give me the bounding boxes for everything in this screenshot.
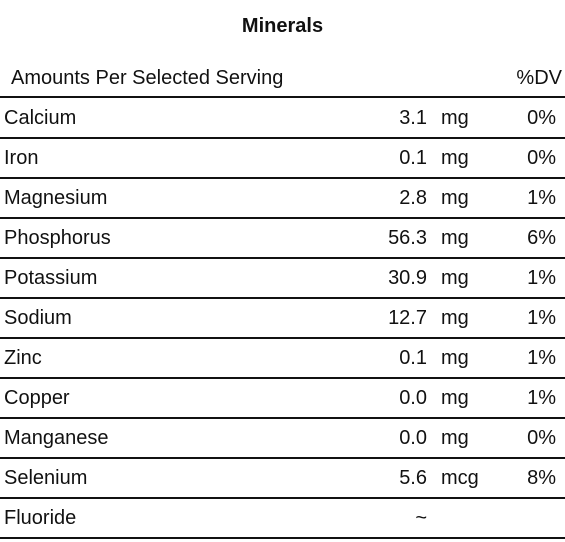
nutrient-dv: 8% bbox=[527, 467, 556, 489]
nutrient-name: Manganese bbox=[4, 427, 109, 449]
table-row: Selenium 5.6 mcg 8% bbox=[0, 459, 565, 499]
table-row: Sodium 12.7 mg 1% bbox=[0, 299, 565, 339]
nutrient-name: Fluoride bbox=[4, 507, 77, 529]
nutrient-unit: mg bbox=[441, 307, 469, 329]
table-row: Copper 0.0 mg 1% bbox=[0, 379, 565, 419]
nutrient-unit: mcg bbox=[441, 467, 479, 489]
nutrient-unit: mg bbox=[441, 347, 469, 369]
nutrient-name: Magnesium bbox=[4, 187, 108, 209]
section-title: Minerals bbox=[241, 15, 324, 37]
nutrient-dv: 1% bbox=[527, 347, 556, 369]
table-row: Manganese 0.0 mg 0% bbox=[0, 419, 565, 459]
nutrient-dv: 0% bbox=[527, 427, 556, 449]
table-row: Potassium 30.9 mg 1% bbox=[0, 259, 565, 299]
nutrient-name: Iron bbox=[4, 147, 39, 169]
nutrient-unit: mg bbox=[441, 227, 469, 249]
nutrient-amount: 3.1 bbox=[399, 107, 427, 129]
nutrient-dv: 0% bbox=[527, 147, 556, 169]
nutrient-amount: 0.0 bbox=[399, 427, 427, 449]
nutrient-unit: mg bbox=[441, 107, 469, 129]
nutrient-name: Calcium bbox=[4, 107, 77, 129]
nutrient-name: Copper bbox=[4, 387, 70, 409]
nutrient-amount: 0.0 bbox=[399, 387, 427, 409]
table-row: Zinc 0.1 mg 1% bbox=[0, 339, 565, 379]
table-row: Magnesium 2.8 mg 1% bbox=[0, 179, 565, 219]
nutrient-amount: 0.1 bbox=[399, 147, 427, 169]
nutrient-dv: 6% bbox=[527, 227, 556, 249]
nutrient-dv: 1% bbox=[527, 187, 556, 209]
nutrient-unit: mg bbox=[441, 387, 469, 409]
nutrient-amount: 30.9 bbox=[388, 267, 427, 289]
nutrient-name: Selenium bbox=[4, 467, 88, 489]
nutrient-amount: 56.3 bbox=[388, 227, 427, 249]
nutrient-name: Zinc bbox=[4, 347, 42, 369]
nutrient-dv: 0% bbox=[527, 107, 556, 129]
nutrient-amount: 2.8 bbox=[399, 187, 427, 209]
table-row: Calcium 3.1 mg 0% bbox=[0, 99, 565, 139]
nutrient-amount: 5.6 bbox=[399, 467, 427, 489]
nutrient-unit: mg bbox=[441, 187, 469, 209]
nutrient-dv: 1% bbox=[527, 307, 556, 329]
header-dv-label: %DV bbox=[516, 67, 562, 89]
table-row: Iron 0.1 mg 0% bbox=[0, 139, 565, 179]
table-header: Amounts Per Selected Serving %DV bbox=[0, 58, 565, 98]
table-row: Phosphorus 56.3 mg 6% bbox=[0, 219, 565, 259]
nutrient-name: Potassium bbox=[4, 267, 98, 289]
nutrient-dv: 1% bbox=[527, 387, 556, 409]
header-amounts-label: Amounts Per Selected Serving bbox=[11, 67, 284, 89]
table-row: Fluoride ~ bbox=[0, 499, 565, 539]
nutrient-amount: 12.7 bbox=[388, 307, 427, 329]
nutrient-amount: 0.1 bbox=[399, 347, 427, 369]
nutrient-name: Sodium bbox=[4, 307, 72, 329]
nutrient-unit: mg bbox=[441, 427, 469, 449]
nutrient-unit: mg bbox=[441, 147, 469, 169]
nutrient-unit: mg bbox=[441, 267, 469, 289]
nutrient-dv: 1% bbox=[527, 267, 556, 289]
nutrient-name: Phosphorus bbox=[4, 227, 111, 249]
nutrient-amount: ~ bbox=[415, 507, 427, 529]
minerals-table: Calcium 3.1 mg 0% Iron 0.1 mg 0% Magnesium 2.8 mg 1… bbox=[0, 99, 565, 539]
